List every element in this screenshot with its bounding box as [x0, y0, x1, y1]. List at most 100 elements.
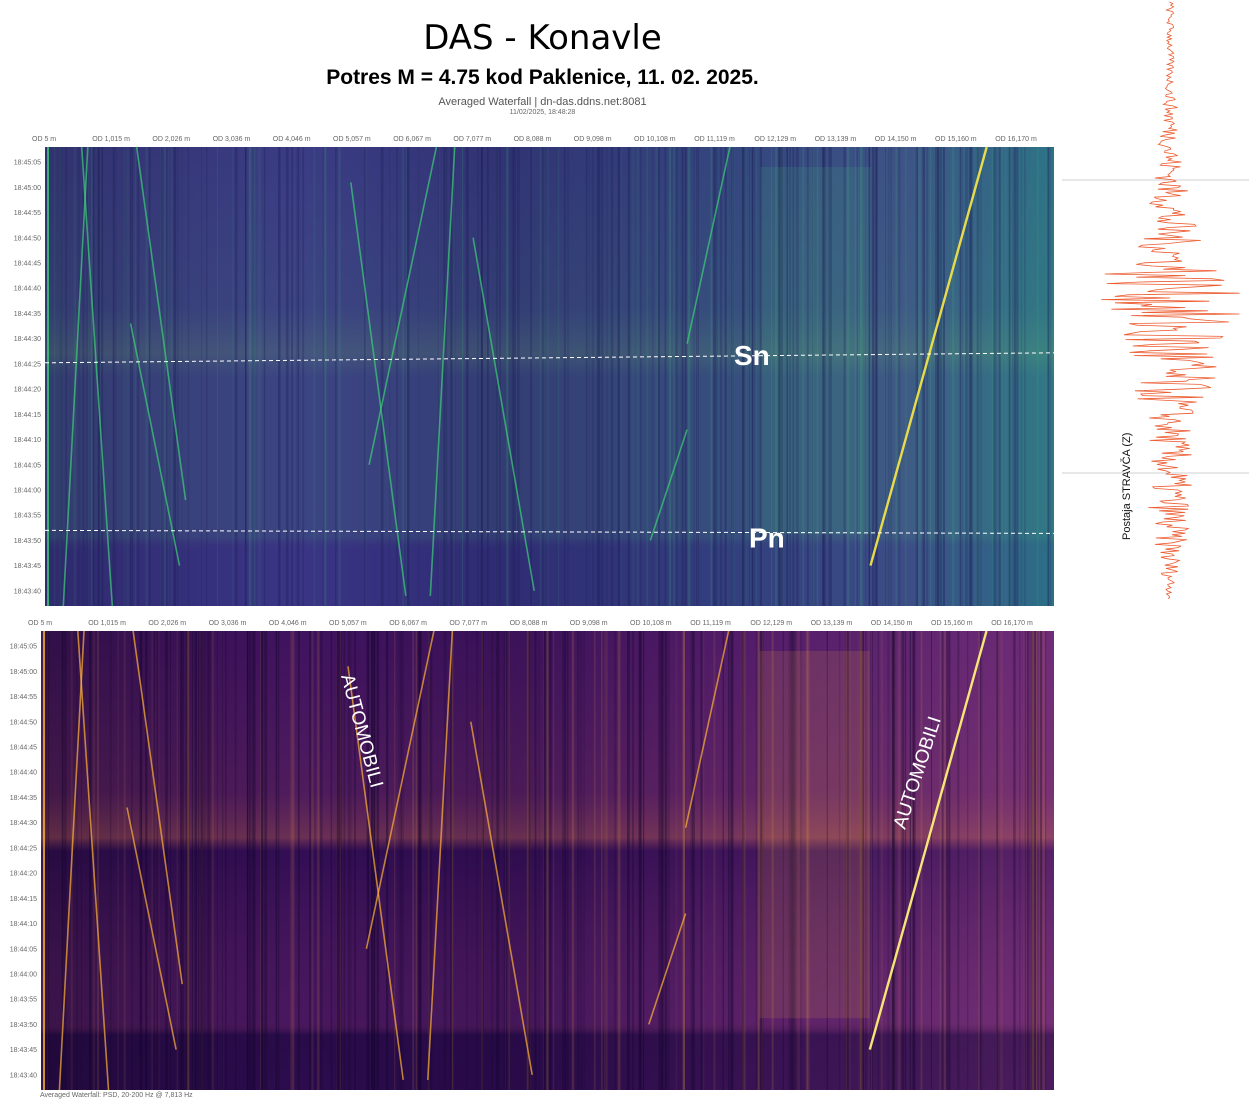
waterfall-stripe: [78, 147, 80, 606]
waterfall-stripe: [806, 147, 809, 606]
waterfall-stripe: [546, 631, 548, 1090]
waterfall-stripe: [292, 631, 295, 1090]
top-waterfall-panel: OD 5 m OD 1,015 m OD 2,026 m OD 3,036 m OD 4…: [14, 136, 1055, 607]
x-tick-label: OD 4,046 m: [273, 136, 311, 143]
waterfall-stripe: [153, 631, 156, 1090]
waterfall-stripe: [892, 631, 895, 1090]
x-tick-label: OD 10,108 m: [634, 136, 676, 143]
waterfall-stripe: [1020, 147, 1023, 606]
waterfall-stripe: [791, 631, 794, 1090]
waterfall-stripe: [249, 147, 252, 606]
waterfall-stripe: [683, 631, 686, 1090]
waterfall-stripe: [174, 147, 177, 606]
waterfall-stripe: [875, 147, 877, 606]
x-tick-label: OD 6,067 m: [393, 136, 431, 143]
waterfall-stripe: [760, 631, 762, 1090]
waterfall-stripe: [46, 147, 48, 606]
y-tick-label: 18:44:05: [14, 462, 41, 469]
waterfall-stripe: [893, 631, 896, 1090]
waterfall-stripe: [465, 147, 469, 606]
x-tick-label: OD 7,077 m: [449, 620, 487, 627]
seismogram-panel: Postaja STRAVČA (Z): [1062, 1, 1249, 600]
waterfall-stripe: [862, 631, 864, 1090]
waterfall-stripe: [572, 631, 575, 1090]
waterfall-stripe: [680, 147, 683, 606]
waterfall-stripe: [962, 147, 963, 606]
x-tick-label: OD 15,160 m: [931, 620, 973, 627]
waterfall-stripe: [428, 631, 430, 1090]
waterfall-stripe: [683, 147, 686, 606]
waterfall-stripe: [600, 147, 604, 606]
waterfall-stripe: [117, 631, 120, 1090]
waterfall-stripe: [454, 147, 456, 606]
waterfall-stripe: [371, 631, 373, 1090]
waterfall-stripe: [936, 147, 939, 606]
waterfall-stripe: [482, 631, 484, 1090]
waterfall-stripe: [1035, 631, 1037, 1090]
y-tick-label: 18:43:40: [14, 588, 41, 595]
waterfall-stripe: [593, 631, 596, 1090]
waterfall-stripe: [892, 631, 895, 1090]
waterfall-stripe: [313, 147, 315, 606]
waterfall-stripe: [713, 631, 716, 1090]
waterfall-stripe: [477, 147, 479, 606]
waterfall-stripe: [547, 147, 549, 606]
waterfall-stripe: [130, 147, 133, 606]
waterfall-stripe: [386, 631, 389, 1090]
waterfall-stripe: [247, 631, 248, 1090]
waterfall-stripe: [792, 147, 795, 606]
waterfall-stripe: [336, 631, 337, 1090]
waterfall-stripe: [97, 147, 101, 606]
waterfall-stripe: [802, 147, 804, 606]
x-tick-label: OD 9,098 m: [574, 136, 612, 143]
vehicle-trace: [868, 630, 988, 1050]
waterfall-stripe: [942, 631, 944, 1090]
waterfall-stripe: [868, 147, 870, 606]
waterfall-stripe: [891, 631, 894, 1090]
waterfall-stripe: [611, 147, 614, 606]
waterfall-stripe: [732, 147, 734, 606]
vehicle-trace: [648, 913, 687, 1025]
waterfall-stripe: [417, 631, 421, 1090]
x-tick-label: OD 5,057 m: [329, 620, 367, 627]
waterfall-stripe: [291, 147, 293, 606]
waterfall-stripe: [639, 631, 642, 1090]
waterfall-stripe: [222, 631, 224, 1090]
waterfall-stripe: [1000, 631, 1003, 1090]
y-tick-label: 18:44:35: [14, 311, 41, 318]
waterfall-stripe: [901, 631, 905, 1090]
waterfall-stripe: [617, 147, 620, 606]
waterfall-stripe: [59, 147, 62, 606]
waterfall-stripe: [658, 631, 661, 1090]
y-tick-label: 18:44:45: [10, 745, 37, 752]
waterfall-stripe: [187, 631, 190, 1090]
waterfall-stripe: [996, 631, 998, 1090]
waterfall-stripe: [206, 631, 208, 1090]
waterfall-stripe: [367, 631, 370, 1090]
waterfall-stripe: [577, 631, 579, 1090]
x-tick-label: OD 8,088 m: [514, 136, 552, 143]
waterfall-stripe: [145, 631, 148, 1090]
waterfall-stripe: [822, 147, 826, 606]
waterfall-stripe: [1024, 631, 1026, 1090]
waterfall-stripe: [807, 631, 810, 1090]
waterfall-stripe: [926, 147, 928, 606]
waterfall-stripe: [1030, 631, 1033, 1090]
waterfall-stripe: [54, 147, 56, 606]
waterfall-stripe: [541, 147, 545, 606]
waterfall-stripe: [406, 147, 407, 606]
vehicle-trace: [350, 182, 407, 597]
waterfall-stripe: [317, 631, 320, 1090]
waterfall-stripe: [505, 631, 508, 1090]
waterfall-stripe: [186, 631, 190, 1090]
waterfall-stripe: [700, 631, 703, 1090]
x-tick-label: OD 2,026 m: [152, 136, 190, 143]
y-tick-label: 18:44:10: [14, 437, 41, 444]
waterfall-stripe: [870, 631, 873, 1090]
waterfall-stripe: [187, 147, 190, 606]
y-tick-label: 18:45:00: [10, 669, 37, 676]
waterfall-stripe: [696, 147, 697, 606]
waterfall-stripe: [994, 147, 997, 606]
waterfall-stripe: [508, 147, 510, 606]
waterfall-stripe: [543, 631, 547, 1090]
